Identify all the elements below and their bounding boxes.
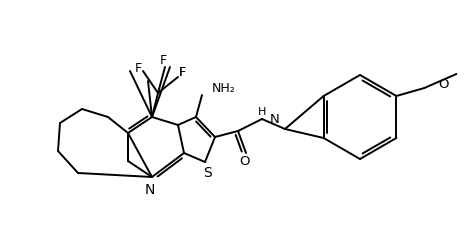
- Text: S: S: [203, 165, 212, 179]
- Text: O: O: [240, 155, 250, 168]
- Text: F: F: [178, 66, 186, 79]
- Text: F: F: [135, 61, 142, 74]
- Text: N: N: [270, 113, 280, 126]
- Text: F: F: [178, 66, 186, 79]
- Text: F: F: [159, 54, 166, 67]
- Text: N: N: [145, 182, 155, 196]
- Text: NH₂: NH₂: [212, 81, 236, 94]
- Text: H: H: [258, 106, 266, 116]
- Text: O: O: [439, 78, 449, 91]
